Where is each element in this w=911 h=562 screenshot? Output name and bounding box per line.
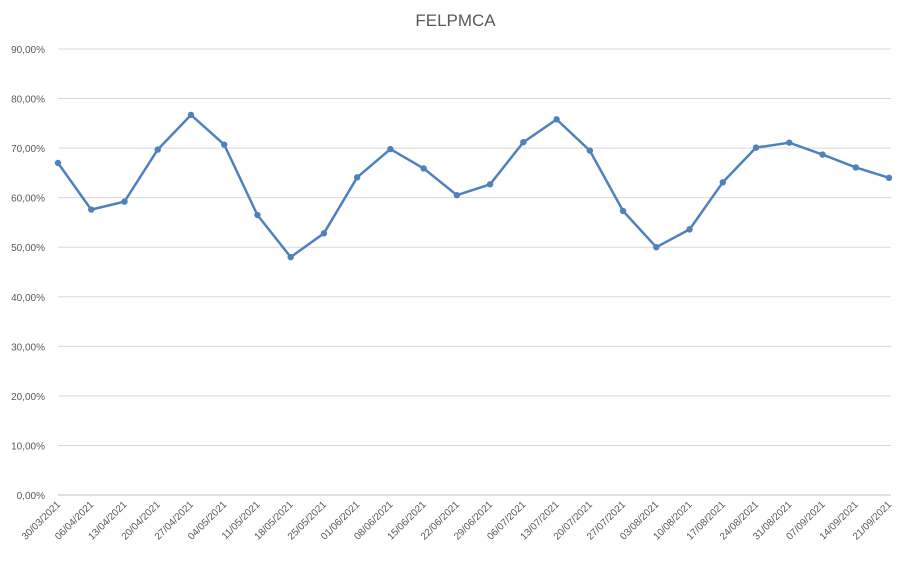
- chart-title: FELPMCA: [415, 11, 496, 30]
- data-point: [653, 244, 660, 251]
- data-point: [553, 116, 560, 123]
- data-point: [619, 207, 627, 215]
- data-point: [254, 211, 261, 219]
- data-point: [287, 253, 294, 261]
- data-point: [852, 164, 859, 171]
- data-point: [154, 146, 161, 153]
- y-tick-label: 40,00%: [11, 293, 45, 304]
- data-point: [486, 181, 494, 188]
- y-tick-label: 80,00%: [11, 95, 45, 106]
- series-line: [56, 113, 891, 259]
- data-point: [88, 206, 95, 213]
- data-point: [221, 141, 228, 148]
- y-tick-label: 70,00%: [11, 144, 45, 155]
- y-tick-label: 60,00%: [11, 194, 45, 205]
- data-point: [520, 138, 527, 146]
- y-tick-label: 90,00%: [11, 45, 45, 56]
- data-point: [387, 145, 394, 153]
- data-point: [320, 230, 328, 237]
- data-point: [453, 191, 461, 199]
- data-point: [586, 147, 594, 154]
- data-point: [819, 151, 826, 158]
- data-point: [121, 198, 128, 205]
- data-point: [686, 226, 693, 233]
- data-point: [187, 111, 195, 119]
- y-tick-label: 30,00%: [11, 342, 45, 353]
- y-tick-label: 50,00%: [11, 243, 45, 254]
- y-tick-label: 10,00%: [11, 441, 45, 452]
- data-point: [719, 179, 726, 186]
- data-point: [885, 174, 893, 182]
- data-point: [54, 159, 62, 167]
- y-tick-label: 0,00%: [17, 491, 45, 502]
- data-point: [786, 139, 793, 146]
- data-point: [353, 174, 361, 181]
- data-point: [420, 165, 427, 172]
- y-tick-label: 20,00%: [11, 392, 45, 403]
- data-point: [752, 144, 760, 151]
